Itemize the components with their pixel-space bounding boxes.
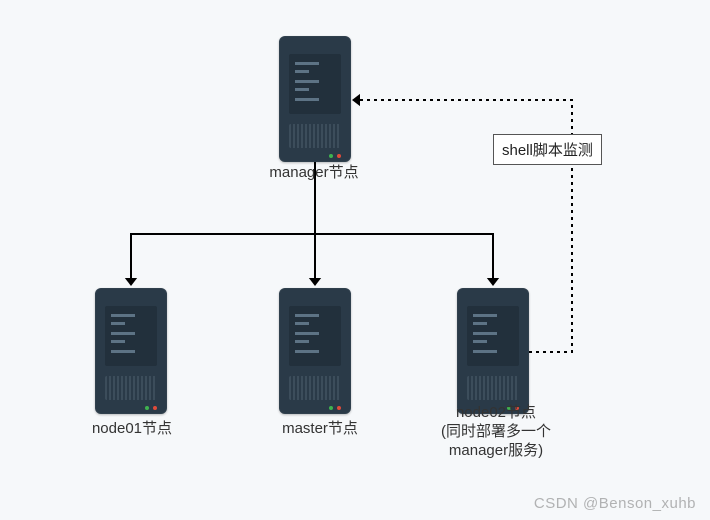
server-master — [279, 288, 351, 414]
label-node02: node02节点(同时部署多一个manager服务) — [436, 404, 556, 460]
label-node01: node01节点 — [82, 420, 182, 439]
callout-shell-monitor: shell脚本监测 — [493, 134, 602, 165]
server-vents — [289, 124, 341, 148]
server-manager — [279, 36, 351, 162]
server-node02 — [457, 288, 529, 414]
server-panel — [105, 306, 157, 366]
server-panel — [467, 306, 519, 366]
server-panel — [289, 306, 341, 366]
watermark: CSDN @Benson_xuhb — [534, 495, 696, 512]
server-node01 — [95, 288, 167, 414]
label-manager: manager节点 — [264, 164, 364, 183]
server-vents — [289, 376, 341, 400]
label-master: master节点 — [270, 420, 370, 439]
edge-layer — [0, 0, 710, 520]
server-panel — [289, 54, 341, 114]
server-vents — [105, 376, 157, 400]
server-leds — [329, 406, 341, 410]
callout-text: shell脚本监测 — [502, 142, 593, 159]
server-leds — [145, 406, 157, 410]
server-leds — [329, 154, 341, 158]
server-vents — [467, 376, 519, 400]
